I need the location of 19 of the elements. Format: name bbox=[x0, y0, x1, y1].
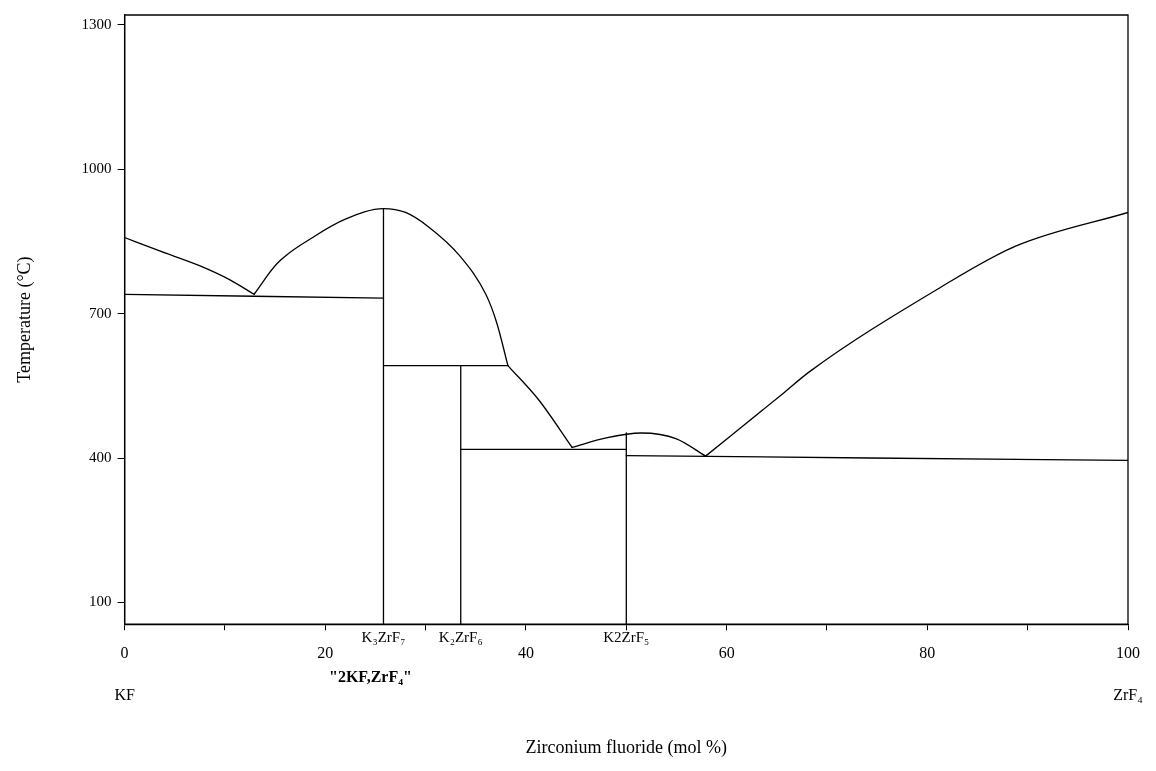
annotation: K2ZrF₅ bbox=[603, 628, 650, 645]
y-tick-label: 1000 bbox=[81, 160, 112, 177]
text: ZrF₄ bbox=[1113, 686, 1144, 704]
annotation: K₃ZrF₇ bbox=[361, 628, 406, 645]
x-tick-label: 80 bbox=[919, 644, 936, 661]
x-tick-label: 100 bbox=[1116, 644, 1140, 661]
y-tick-label: 1300 bbox=[81, 15, 112, 32]
x-axis-title: Zirconium fluoride (mol %) bbox=[525, 736, 728, 758]
text: KF bbox=[114, 686, 135, 704]
x-tick-label: 0 bbox=[120, 644, 129, 661]
text: "2KF,ZrF₄" bbox=[329, 668, 412, 686]
x-tick-label: 20 bbox=[317, 644, 334, 661]
x-tick-label: 60 bbox=[718, 644, 735, 661]
y-tick-label: 100 bbox=[89, 593, 112, 610]
y-tick-label: 400 bbox=[89, 448, 112, 465]
y-tick-label: 700 bbox=[89, 304, 112, 321]
annotation: K₂ZrF₆ bbox=[438, 628, 483, 645]
x-tick-label: 40 bbox=[517, 644, 534, 661]
y-axis-title: Temperature (°C) bbox=[13, 256, 35, 383]
